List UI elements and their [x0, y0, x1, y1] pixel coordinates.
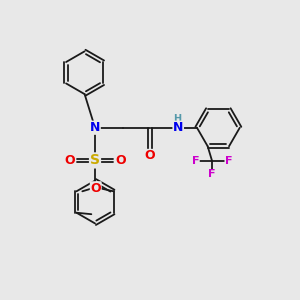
Text: N: N — [173, 121, 183, 134]
Text: F: F — [192, 156, 200, 166]
Text: F: F — [225, 156, 232, 166]
Text: O: O — [115, 154, 126, 167]
Text: H: H — [174, 114, 182, 124]
Text: N: N — [90, 121, 100, 134]
Text: O: O — [145, 149, 155, 162]
Text: O: O — [64, 154, 75, 167]
Text: F: F — [208, 169, 216, 179]
Text: S: S — [90, 153, 100, 167]
Text: O: O — [90, 182, 101, 195]
